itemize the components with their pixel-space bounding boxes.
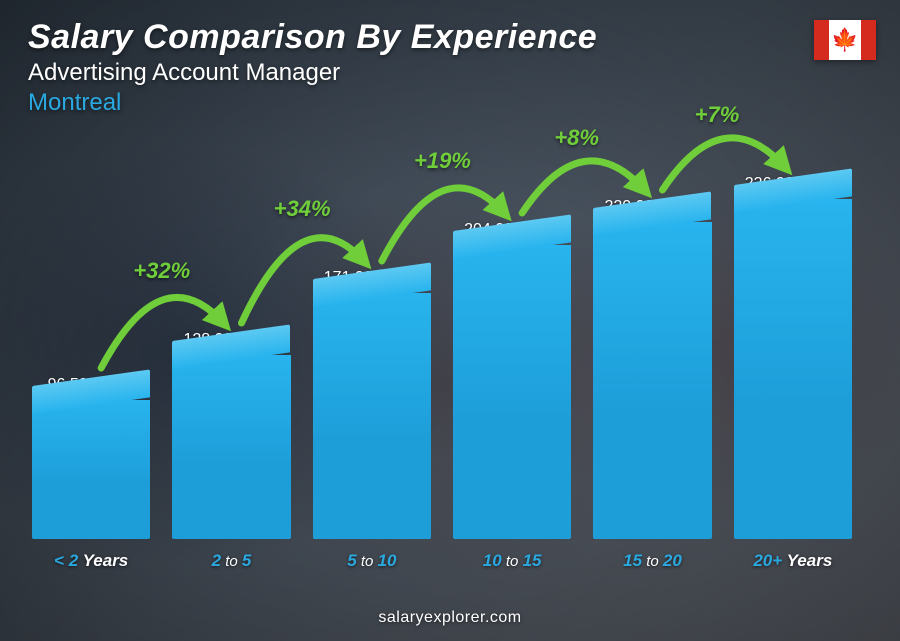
- x-label-mid: to: [221, 553, 242, 570]
- bar-front-face: [593, 222, 711, 539]
- x-axis-label: 15 to 20: [593, 551, 711, 571]
- x-label-mid: to: [642, 553, 663, 570]
- bar-slot: 236,000 CAD: [734, 175, 852, 539]
- flag-center: 🍁: [829, 20, 861, 60]
- x-axis-label: 2 to 5: [172, 551, 290, 571]
- bar-slot: 128,000 CAD: [172, 331, 290, 539]
- bar-chart: 96,500 CAD128,000 CAD171,000 CAD204,000 …: [32, 111, 852, 571]
- bar: [313, 293, 431, 539]
- bar-front-face: [172, 355, 290, 539]
- x-label-suffix: Years: [83, 551, 129, 570]
- bar: [172, 355, 290, 539]
- flag-stripe-left: [814, 20, 829, 60]
- flag-stripe-right: [861, 20, 876, 60]
- x-axis-label: < 2 Years: [32, 551, 150, 571]
- bar: [453, 245, 571, 539]
- bar-front-face: [32, 400, 150, 539]
- footer-attribution: salaryexplorer.com: [0, 609, 900, 627]
- x-label-mid: to: [502, 553, 523, 570]
- bar-slot: 171,000 CAD: [313, 269, 431, 539]
- bar: [734, 199, 852, 539]
- x-axis: < 2 Years2 to 55 to 1010 to 1515 to 2020…: [32, 551, 852, 571]
- bar: [593, 222, 711, 539]
- x-label-prefix: 2: [212, 551, 221, 570]
- x-axis-label: 20+ Years: [734, 551, 852, 571]
- x-label-prefix: 10: [483, 551, 502, 570]
- x-label-prefix: < 2: [54, 551, 78, 570]
- x-label-prefix: 15: [623, 551, 642, 570]
- bars-container: 96,500 CAD128,000 CAD171,000 CAD204,000 …: [32, 111, 852, 539]
- x-axis-label: 5 to 10: [313, 551, 431, 571]
- x-label-prefix: 20+: [753, 551, 782, 570]
- x-label-suffix: 10: [378, 551, 397, 570]
- country-flag: 🍁: [814, 20, 876, 60]
- x-label-suffix: 20: [663, 551, 682, 570]
- x-axis-label: 10 to 15: [453, 551, 571, 571]
- bar-front-face: [453, 245, 571, 539]
- bar-slot: 220,000 CAD: [593, 198, 711, 539]
- bar-front-face: [734, 199, 852, 539]
- x-label-suffix: Years: [787, 551, 833, 570]
- bar-slot: 204,000 CAD: [453, 221, 571, 539]
- header: Salary Comparison By Experience Advertis…: [28, 18, 597, 117]
- x-label-mid: to: [357, 553, 378, 570]
- bar-slot: 96,500 CAD: [32, 376, 150, 539]
- bar: [32, 400, 150, 539]
- x-label-prefix: 5: [347, 551, 356, 570]
- chart-title: Salary Comparison By Experience: [28, 18, 597, 57]
- maple-leaf-icon: 🍁: [831, 29, 858, 51]
- bar-front-face: [313, 293, 431, 539]
- chart-subtitle: Advertising Account Manager: [28, 59, 597, 87]
- x-label-suffix: 5: [242, 551, 251, 570]
- x-label-suffix: 15: [523, 551, 542, 570]
